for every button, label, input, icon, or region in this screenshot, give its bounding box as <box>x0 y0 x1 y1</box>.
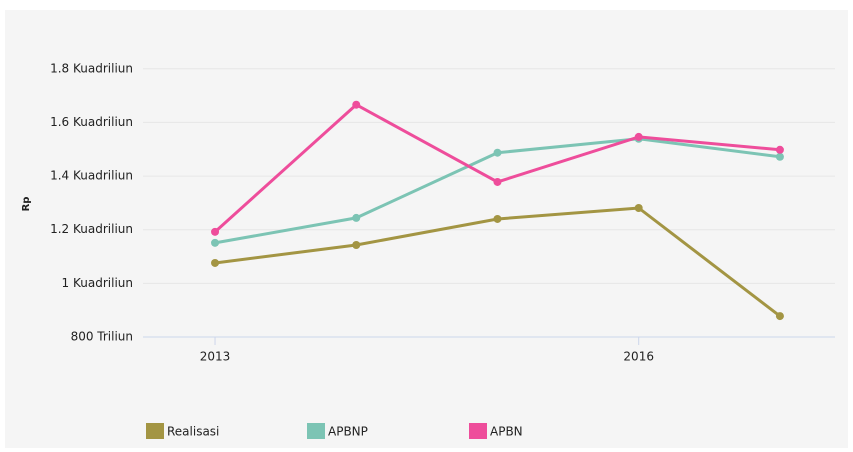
point <box>634 203 643 212</box>
legend-label: APBN <box>490 425 523 439</box>
point <box>775 312 784 321</box>
y-tick-label: 1.8 Kuadriliun <box>50 61 133 75</box>
legend-label: Realisasi <box>167 425 219 439</box>
legend-label: APBNP <box>328 425 368 439</box>
y-tick-label: 1.4 Kuadriliun <box>50 169 133 183</box>
point <box>493 177 502 186</box>
point <box>493 214 502 223</box>
legend-swatch <box>469 423 487 439</box>
point <box>775 152 784 161</box>
point <box>775 145 784 154</box>
y-tick-label: 1 Kuadriliun <box>62 276 133 290</box>
y-tick-label: 800 Triliun <box>71 330 133 344</box>
background <box>5 10 848 448</box>
y-tick-label: 1.2 Kuadriliun <box>50 222 133 236</box>
point <box>352 100 361 109</box>
y-tick-label: 1.6 Kuadriliun <box>50 115 133 129</box>
x-tick-label: 2013 <box>200 350 231 364</box>
x-tick-label: 2016 <box>623 350 654 364</box>
point <box>211 258 220 267</box>
point <box>211 238 220 247</box>
y-axis-label: Rp <box>21 197 32 212</box>
point <box>352 213 361 222</box>
legend-swatch <box>146 423 164 439</box>
point <box>634 132 643 141</box>
point <box>493 148 502 157</box>
point <box>211 227 220 236</box>
legend-swatch <box>307 423 325 439</box>
point <box>352 240 361 249</box>
